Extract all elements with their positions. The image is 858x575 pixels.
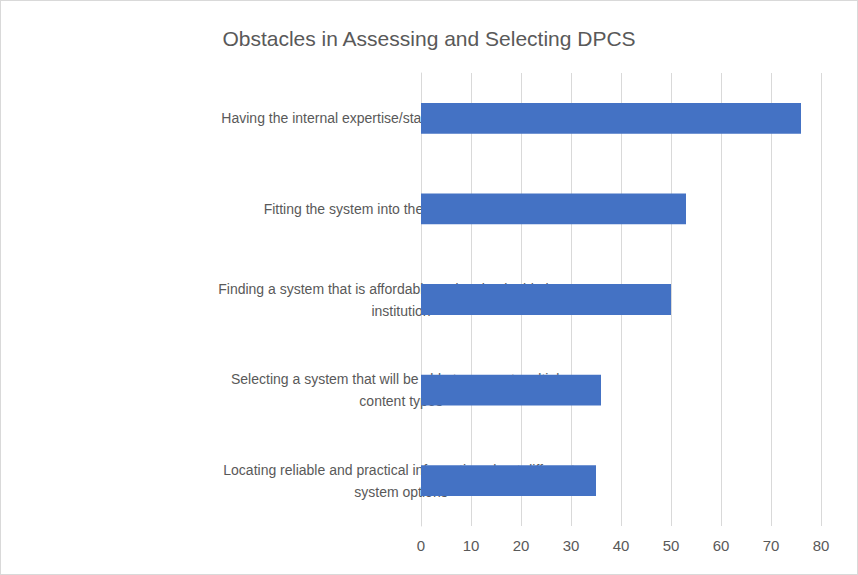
svg-text:0: 0 — [417, 537, 425, 554]
svg-text:40: 40 — [613, 537, 630, 554]
svg-text:70: 70 — [763, 537, 780, 554]
svg-text:content types: content types — [359, 393, 443, 410]
svg-text:30: 30 — [563, 537, 580, 554]
svg-text:Locating reliable and practica: Locating reliable and practical informat… — [223, 461, 579, 478]
svg-text:10: 10 — [463, 537, 480, 554]
svg-text:Having the internal expertise/: Having the internal expertise/staffing t… — [221, 110, 581, 127]
svg-text:50: 50 — [663, 537, 680, 554]
svg-text:80: 80 — [813, 537, 830, 554]
svg-text:Fitting the system into the in: Fitting the system into the internal wor… — [263, 200, 539, 217]
svg-text:Obstacles in Assessing and Sel: Obstacles in Assessing and Selecting DPC… — [222, 27, 635, 50]
svg-text:Selecting a system that will b: Selecting a system that will be able to … — [231, 371, 571, 388]
svg-text:Finding a system that is affor: Finding a system that is affordable and … — [218, 280, 584, 297]
svg-text:20: 20 — [513, 537, 530, 554]
svg-text:institution: institution — [371, 302, 431, 319]
svg-text:60: 60 — [713, 537, 730, 554]
svg-text:system options: system options — [354, 483, 448, 500]
